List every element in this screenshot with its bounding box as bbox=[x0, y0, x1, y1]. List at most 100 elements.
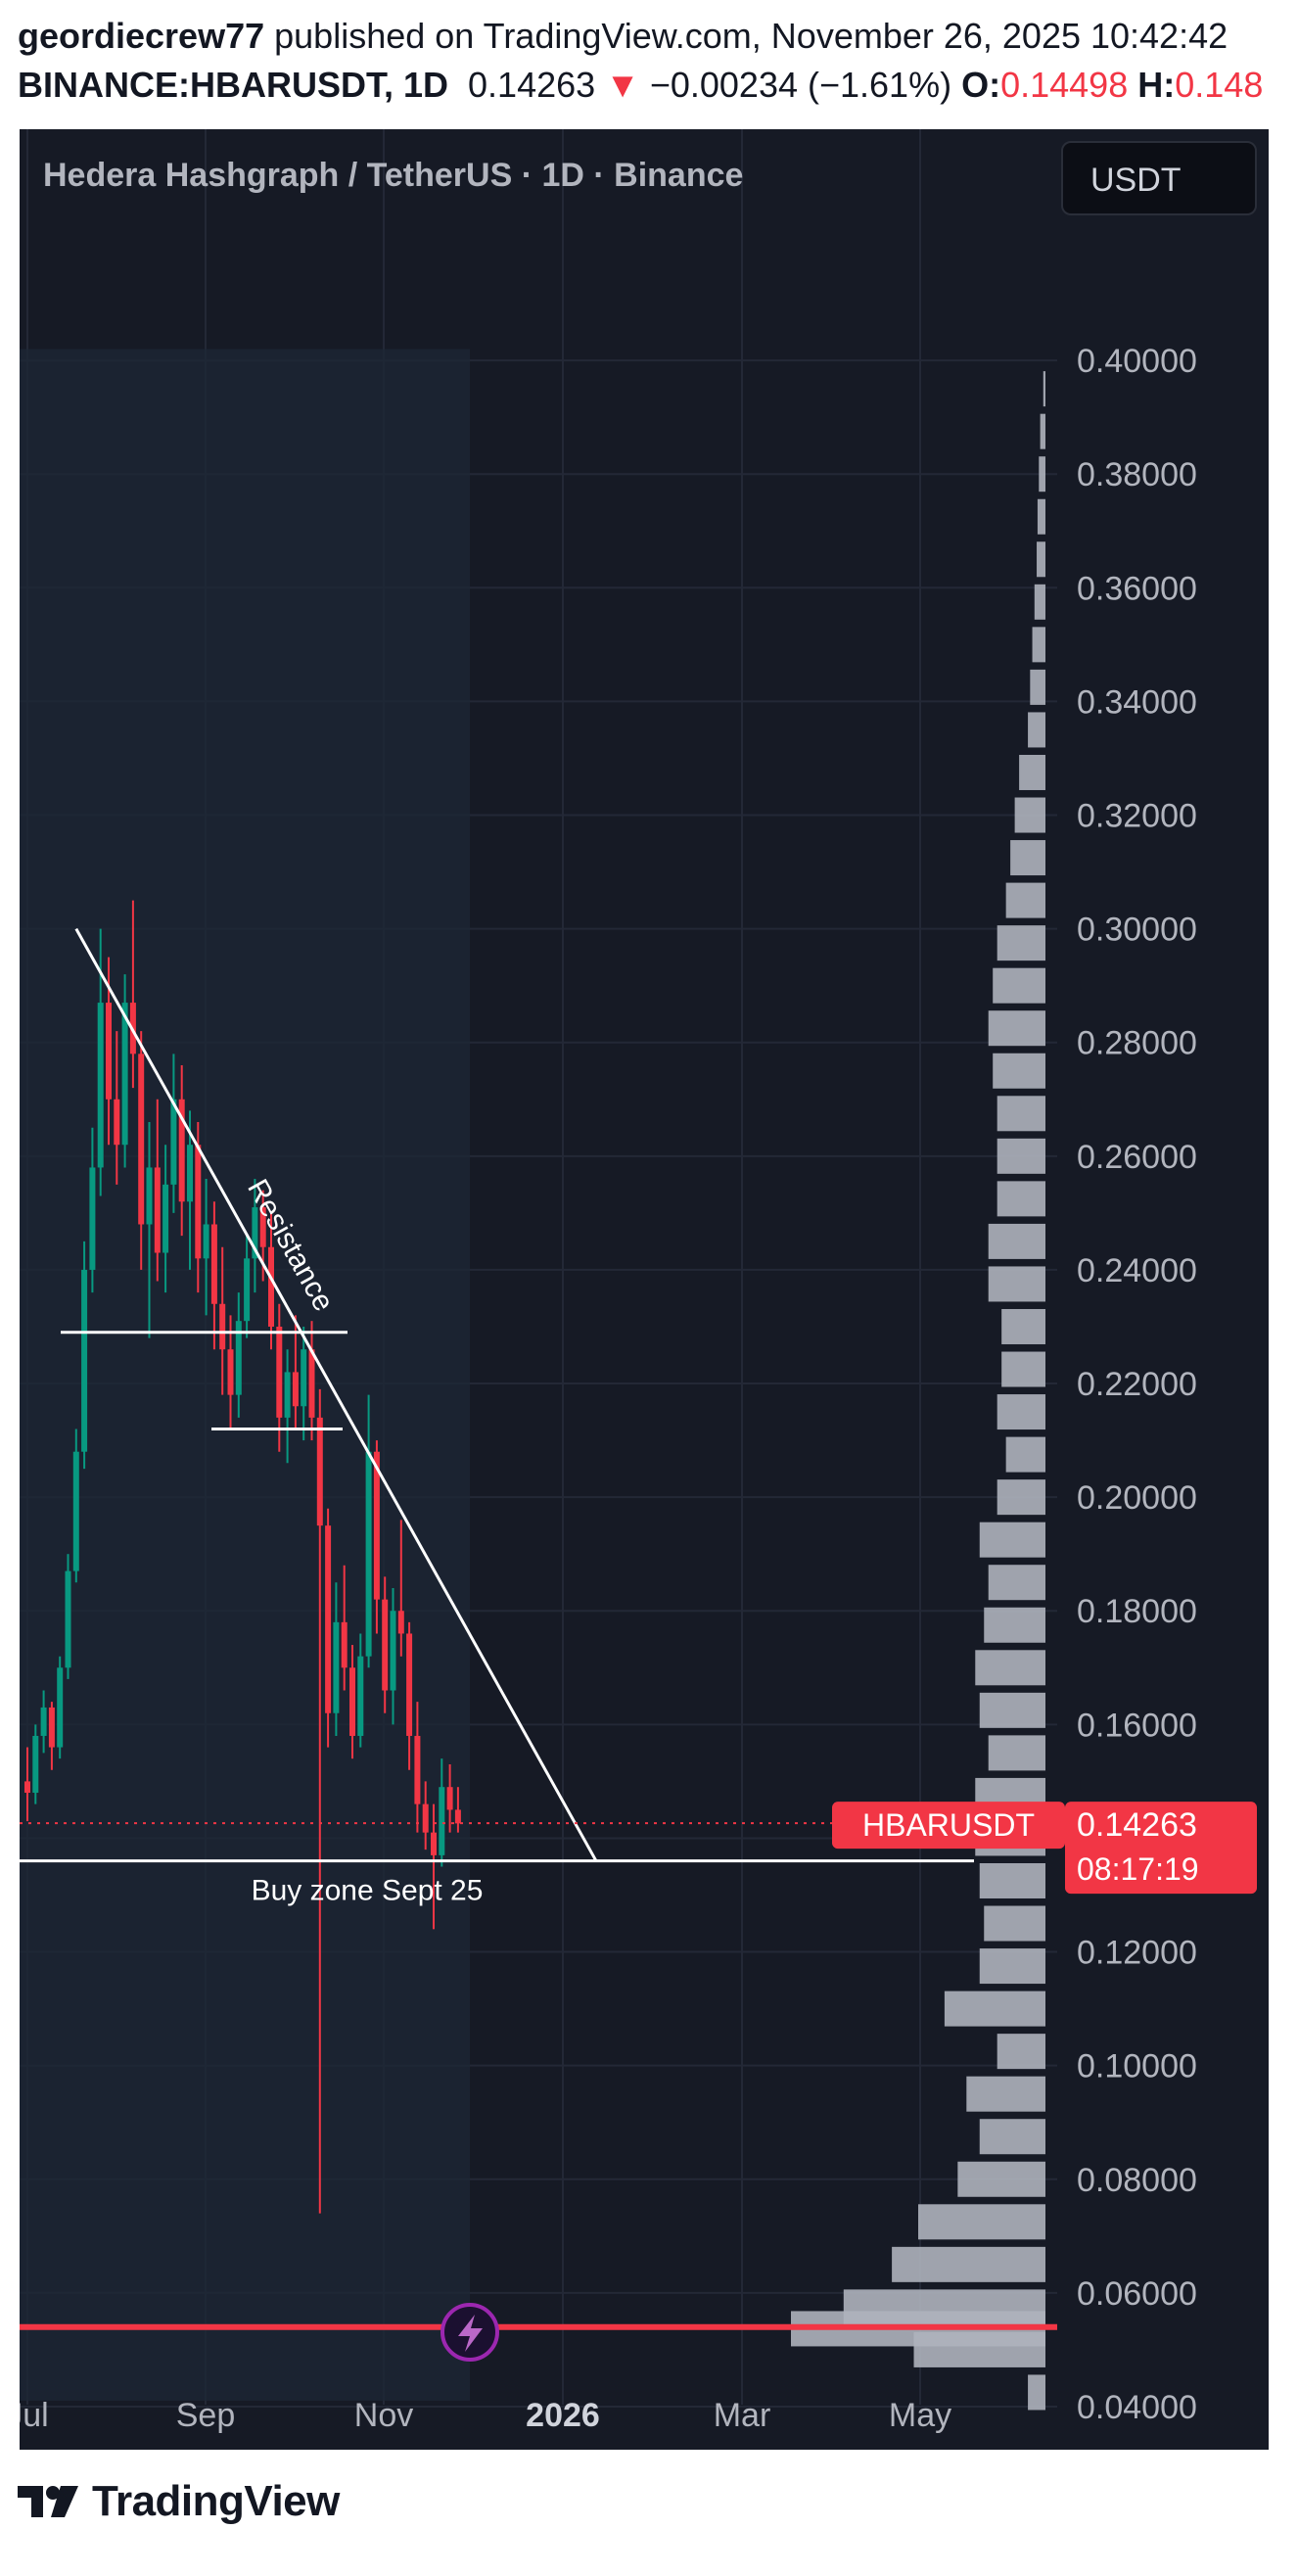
volume-profile-bar bbox=[988, 1266, 1045, 1302]
candle-body bbox=[390, 1611, 396, 1691]
resistance-line[interactable] bbox=[74, 927, 598, 1862]
volume-profile-bar bbox=[997, 2034, 1045, 2070]
candle-body bbox=[422, 1803, 429, 1833]
candle-body bbox=[154, 1167, 161, 1253]
price-tick-label: 0.08000 bbox=[1077, 2162, 1197, 2199]
high-value: 0.148 bbox=[1175, 65, 1264, 105]
volume-profile-bar bbox=[984, 1607, 1045, 1643]
volume-profile-bar bbox=[988, 1735, 1045, 1771]
candle-body bbox=[325, 1525, 332, 1713]
candle-body bbox=[81, 1269, 88, 1452]
candle-body bbox=[178, 1099, 185, 1202]
tradingview-logo-icon[interactable] bbox=[18, 2484, 80, 2519]
candle-body bbox=[365, 1451, 372, 1657]
price-tick-label: 0.04000 bbox=[1077, 2389, 1197, 2426]
candle-body bbox=[406, 1633, 413, 1736]
buy-zone-label: Buy zone Sept 25 bbox=[252, 1875, 484, 1907]
chart-panel[interactable]: Resistance Buy zone Sept 25 0.40000 0.3800… bbox=[20, 129, 1269, 2450]
volume-profile-bar bbox=[1030, 669, 1045, 705]
candle-body bbox=[227, 1349, 234, 1395]
candle-body bbox=[32, 1735, 39, 1794]
lightning-icon[interactable] bbox=[440, 2303, 499, 2362]
volume-profile-bar bbox=[997, 1181, 1045, 1217]
price-tick-label: 0.26000 bbox=[1077, 1139, 1197, 1176]
candle-body bbox=[268, 1246, 274, 1327]
tag-countdown: 08:17:19 bbox=[1077, 1851, 1199, 1887]
volume-profile-bar bbox=[843, 2289, 1045, 2325]
volume-profile-bar bbox=[1034, 584, 1045, 620]
volume-profile-bar bbox=[993, 1053, 1045, 1089]
volume-profile-bar bbox=[993, 967, 1045, 1004]
price-tick-label: 0.24000 bbox=[1077, 1252, 1197, 1289]
volume-profile-bar bbox=[988, 1010, 1045, 1047]
volume-profile-bar bbox=[997, 1394, 1045, 1430]
candle-body bbox=[439, 1787, 445, 1855]
price-tick-label: 0.22000 bbox=[1077, 1366, 1197, 1403]
candle-body bbox=[24, 1781, 30, 1794]
candle-body bbox=[235, 1321, 242, 1395]
price-tick-label: 0.06000 bbox=[1077, 2275, 1197, 2313]
volume-profile-bar bbox=[997, 1096, 1045, 1132]
price-tick-label: 0.16000 bbox=[1077, 1707, 1197, 1744]
candle-body bbox=[316, 1417, 323, 1526]
time-tick-label: Sep bbox=[176, 2397, 236, 2434]
candles bbox=[24, 900, 461, 2214]
candle-body bbox=[349, 1667, 355, 1736]
candle-body bbox=[276, 1326, 283, 1418]
footer-brand[interactable]: TradingView bbox=[92, 2477, 340, 2525]
candle-body bbox=[40, 1707, 47, 1736]
publish-line: geordiecrew77 published on TradingView.c… bbox=[18, 12, 1290, 61]
candle-body bbox=[162, 1184, 169, 1253]
volume-profile-bar bbox=[979, 1522, 1045, 1558]
candle-body bbox=[292, 1372, 299, 1407]
volume-profile-bar bbox=[1032, 627, 1045, 663]
down-triangle-icon: ▼ bbox=[605, 65, 640, 105]
candle-body bbox=[308, 1349, 315, 1418]
price-tick-label: 0.36000 bbox=[1077, 570, 1197, 607]
candle-body bbox=[341, 1621, 348, 1668]
volume-profile-bar bbox=[966, 2076, 1045, 2112]
candle-body bbox=[244, 1258, 251, 1322]
candle-body bbox=[89, 1167, 96, 1270]
candle-body bbox=[65, 1570, 71, 1668]
volume-profile-bar bbox=[988, 1223, 1045, 1259]
candle-body bbox=[301, 1349, 307, 1407]
candle-body bbox=[382, 1599, 389, 1691]
open-value: 0.14498 bbox=[1000, 65, 1129, 105]
author-name[interactable]: geordiecrew77 bbox=[18, 16, 265, 56]
price-tick-label: 0.18000 bbox=[1077, 1593, 1197, 1630]
volume-profile-bar bbox=[1028, 712, 1045, 748]
candle-body bbox=[146, 1167, 153, 1225]
footer: TradingView bbox=[18, 2477, 340, 2526]
volume-profile-bar bbox=[975, 1650, 1045, 1686]
candle-body bbox=[431, 1832, 437, 1855]
date-range-highlight bbox=[20, 349, 470, 2402]
volume-profile-bar bbox=[988, 1565, 1045, 1601]
price-tick-label: 0.12000 bbox=[1077, 1935, 1197, 1972]
volume-profile-bar bbox=[1039, 456, 1045, 492]
candle-body bbox=[57, 1667, 64, 1748]
candle-body bbox=[203, 1224, 209, 1259]
volume-profile-bar bbox=[1040, 413, 1045, 449]
candle-body bbox=[446, 1787, 453, 1810]
tag-symbol-bg bbox=[832, 1802, 1065, 1850]
chart-title: Hedera Hashgraph / TetherUS · 1D · Binan… bbox=[43, 157, 744, 194]
open-label: O: bbox=[961, 65, 1001, 105]
time-tick-label: Jul bbox=[20, 2397, 49, 2434]
volume-profile-bar bbox=[997, 925, 1045, 961]
candle-body bbox=[114, 1099, 120, 1146]
currency-button[interactable]: USDT bbox=[1061, 141, 1257, 215]
price-tick-label: 0.40000 bbox=[1077, 343, 1197, 380]
volume-profile-bar bbox=[1001, 1351, 1045, 1387]
header-change: −0.00234 (−1.61%) bbox=[649, 65, 952, 105]
price-tick-label: 0.38000 bbox=[1077, 456, 1197, 493]
tag-price-bg bbox=[1065, 1802, 1257, 1895]
candle-body bbox=[284, 1372, 291, 1418]
volume-profile-bar bbox=[997, 1479, 1045, 1516]
header-price: 0.14263 bbox=[468, 65, 596, 105]
volume-profile-bar bbox=[979, 1862, 1045, 1898]
volume-profile-bar bbox=[1037, 498, 1045, 535]
time-tick-label: May bbox=[889, 2397, 951, 2434]
volume-profile-bar bbox=[984, 1905, 1045, 1942]
